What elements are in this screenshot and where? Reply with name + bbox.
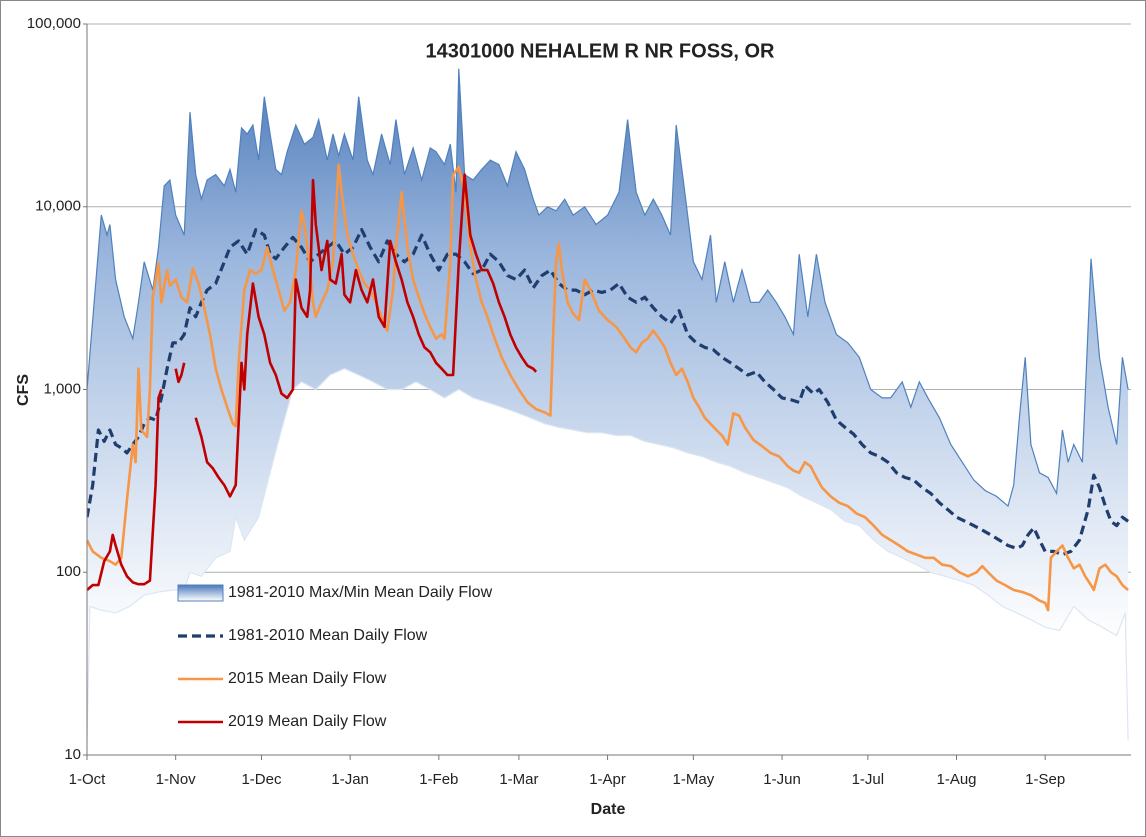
x-axis-title: Date [591,801,626,818]
series-line [194,173,538,498]
series-line [87,228,1130,557]
plot-area [87,68,1130,741]
y-tick-label: 1,000 [43,380,81,397]
x-tick-label: 1-Apr [589,771,626,788]
legend-swatch [177,584,224,602]
band-lower-line [87,368,1129,741]
series-line [87,389,163,591]
x-tick-label: 1-Oct [69,771,107,788]
chart-title: 14301000 NEHALEM R NR FOSS, OR [426,40,776,62]
legend-label: 1981-2010 Mean Daily Flow [228,627,428,644]
y-tick-label: 100 [56,563,81,580]
x-tick-label: 1-Aug [937,771,977,788]
x-tick-label: 1-Jan [331,771,369,788]
y-tick-label: 100,000 [27,15,81,32]
x-tick-label: 1-Feb [419,771,458,788]
x-tick-label: 1-Dec [241,771,282,788]
band-upper-line [87,68,1129,508]
series-line [87,163,1129,612]
x-tick-label: 1-Sep [1025,771,1065,788]
y-tick-label: 10,000 [35,198,81,215]
x-tick-label: 1-Nov [156,771,197,788]
legend-label: 2019 Mean Daily Flow [228,713,387,730]
legend-label: 2015 Mean Daily Flow [228,670,387,687]
x-tick-label: 1-May [673,771,715,788]
x-tick-label: 1-Mar [499,771,538,788]
legend-label: 1981-2010 Max/Min Mean Daily Flow [228,584,493,601]
x-tick-label: 1-Jun [763,771,801,788]
axes-layer: 10 100 1,000 10,000 100,000 1-Oct 1-Nov 1-Dec 1-… [27,15,1065,788]
x-tick-label: 1-Jul [852,771,885,788]
series-line [174,362,186,384]
y-tick-label: 10 [64,746,81,763]
legend: 1981-2010 Max/Min Mean Daily Flow 1981-20… [177,584,493,730]
y-axis-title: CFS [15,374,32,406]
